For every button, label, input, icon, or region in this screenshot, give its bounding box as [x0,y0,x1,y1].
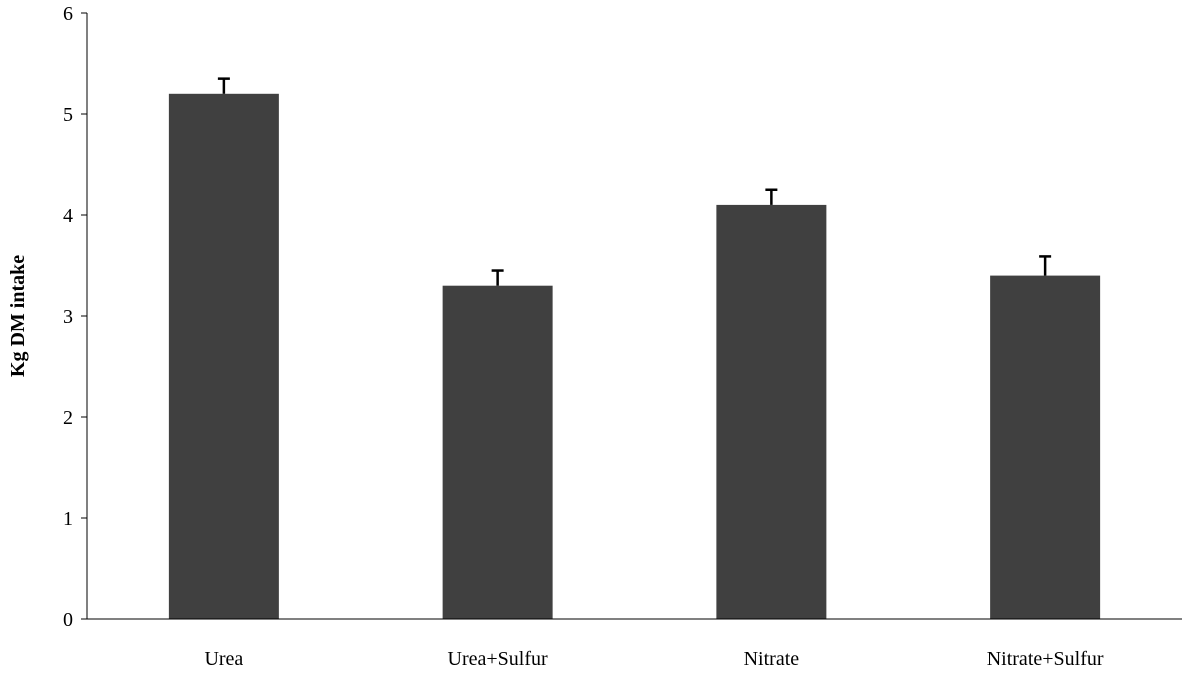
y-tick-label: 3 [63,306,73,328]
bar [990,276,1100,619]
x-category-label: Nitrate+Sulfur [987,648,1104,670]
y-tick-label: 0 [63,609,73,631]
category-labels-layer: Urea Urea+Sulfur Nitrate Nitrate+Sulfur [204,648,1103,670]
y-tick-label: 5 [63,104,73,126]
error-bars-layer [218,79,1051,286]
x-category-label: Urea+Sulfur [448,648,548,670]
x-category-label: Nitrate [744,648,800,670]
y-axis-label: Kg DM intake [7,255,29,377]
bar [716,205,826,619]
y-tick-label: 6 [63,3,73,25]
bar [443,286,553,619]
bar [169,94,279,619]
y-ticks-layer: 0 1 2 3 4 5 6 [63,3,87,631]
x-category-label: Urea [204,648,243,670]
bars-layer [169,94,1100,619]
y-tick-label: 1 [63,508,73,530]
y-tick-label: 4 [63,205,73,227]
y-tick-label: 2 [63,407,73,429]
